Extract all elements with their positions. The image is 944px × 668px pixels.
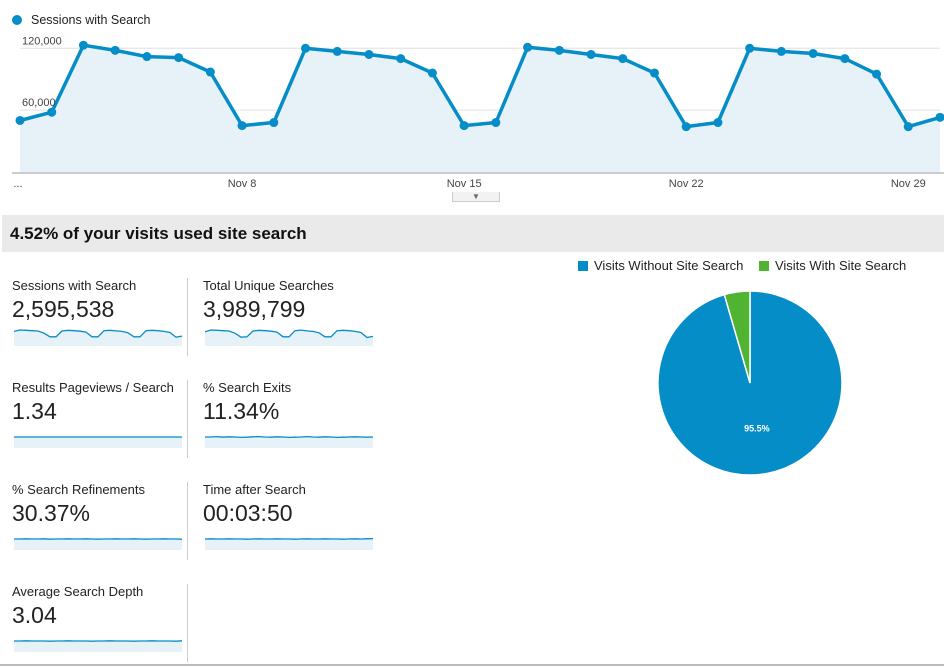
metric-label: Average Search Depth: [12, 584, 144, 599]
sparkline-area: [14, 538, 182, 550]
data-point-13[interactable]: [427, 68, 437, 78]
metric-value: 1.34: [12, 398, 57, 424]
pie-slice-1[interactable]: [723, 290, 751, 384]
data-point-5[interactable]: [174, 53, 184, 63]
legend-item-without-search[interactable]: Visits Without Site Search: [578, 258, 743, 273]
metric-sparkline: [205, 329, 373, 346]
data-point-19[interactable]: [618, 54, 628, 64]
data-point-20[interactable]: [649, 68, 659, 78]
metric-value: 2,595,538: [12, 296, 115, 322]
metric-label: % Search Refinements: [12, 482, 145, 497]
metric-label: Time after Search: [203, 482, 306, 497]
data-point-26[interactable]: [840, 54, 850, 64]
metric-sparkline: [14, 436, 182, 448]
metric-label: % Search Exits: [203, 380, 292, 395]
metric-value: 30.37%: [12, 500, 91, 526]
series-area-fill: [20, 45, 940, 173]
sparkline-area: [14, 330, 182, 346]
metric-label: Results Pageviews / Search: [12, 380, 174, 395]
sessions-line-chart: 120,000 60,000... Nov 8 Nov 15 Nov 22 Nov 29 S…: [12, 13, 944, 190]
bottom-divider: [0, 664, 944, 666]
sparkline-line: [14, 329, 182, 338]
data-point-7[interactable]: [237, 121, 247, 131]
data-point-29[interactable]: [935, 112, 944, 122]
data-point-2[interactable]: [78, 40, 88, 50]
pie-legend: Visits Without Site Search Visits With S…: [578, 258, 918, 273]
metric-sparkline: [205, 435, 373, 448]
series-line: [19, 43, 941, 129]
metric-value: 3,989,799: [203, 296, 306, 322]
data-point-1[interactable]: [47, 107, 57, 117]
sparkline-area: [14, 640, 182, 652]
legend-series-label[interactable]: Sessions with Search: [31, 13, 151, 27]
metric-sparkline: [14, 329, 182, 346]
data-point-12[interactable]: [396, 54, 406, 64]
metric-value: 3.04: [12, 602, 57, 628]
sparkline-line: [205, 537, 373, 540]
data-point-22[interactable]: [713, 118, 723, 128]
metric-sparkline: [14, 538, 182, 550]
data-point-15[interactable]: [491, 118, 501, 128]
metric-label: Total Unique Searches: [203, 278, 334, 293]
data-point-25[interactable]: [808, 48, 818, 58]
legend-dot: [12, 15, 22, 25]
x-tick-label: Nov 8: [228, 178, 257, 190]
legend-swatch: [758, 261, 769, 271]
x-tick-label: Nov 29: [891, 178, 926, 190]
data-point-3[interactable]: [110, 45, 120, 55]
data-point-6[interactable]: [205, 67, 215, 77]
x-tick-label: Nov 15: [447, 178, 482, 190]
sparkline-area: [205, 330, 373, 346]
sparkline-line: [205, 435, 373, 439]
metric-label: Sessions with Search: [12, 278, 137, 293]
data-point-14[interactable]: [459, 121, 469, 131]
metric-card[interactable]: Results Pageviews / Search 1.34: [12, 380, 188, 458]
sparkline-area: [205, 436, 373, 448]
site-search-pie-chart: 95.5%: [657, 290, 843, 476]
data-point-18[interactable]: [586, 49, 596, 59]
metric-sparkline: [205, 537, 373, 550]
data-point-28[interactable]: [903, 122, 913, 132]
data-point-8[interactable]: [269, 118, 279, 128]
legend-label: Visits Without Site Search: [594, 258, 744, 273]
x-tick-label: Nov 22: [669, 178, 704, 190]
metric-card[interactable]: % Search Refinements 30.37%: [12, 482, 188, 560]
legend-label: Visits With Site Search: [774, 258, 907, 273]
metric-card[interactable]: % Search Exits 11.34%: [203, 380, 379, 458]
pie-data-label: 95.5%: [744, 423, 770, 433]
data-point-21[interactable]: [681, 122, 691, 132]
data-point-10[interactable]: [332, 46, 342, 56]
sparkline-line: [205, 329, 373, 339]
sparkline-area: [14, 437, 182, 448]
data-point-11[interactable]: [364, 49, 374, 59]
metric-card[interactable]: Time after Search 00:03:50: [203, 482, 379, 560]
x-tick-label: ...: [13, 178, 22, 190]
metric-sparkline: [14, 640, 182, 652]
collapse-chart-handle[interactable]: ▼: [452, 192, 500, 202]
metric-value: 11.34%: [203, 398, 280, 424]
legend-item-with-search[interactable]: Visits With Site Search: [758, 258, 907, 273]
data-point-16[interactable]: [523, 42, 533, 52]
y-tick-label: 60,000: [22, 97, 56, 109]
sparkline-area: [205, 538, 373, 550]
data-point-23[interactable]: [745, 43, 755, 53]
y-tick-label: 120,000: [22, 35, 62, 47]
chevron-down-icon: ▼: [472, 192, 480, 201]
legend-swatch: [578, 261, 588, 271]
metric-card[interactable]: Sessions with Search 2,595,538: [12, 278, 188, 356]
metric-value: 00:03:50: [203, 500, 293, 526]
site-search-summary-header: 4.52% of your visits used site search: [2, 215, 944, 252]
data-point-9[interactable]: [301, 43, 311, 53]
data-point-4[interactable]: [142, 52, 152, 62]
data-point-27[interactable]: [872, 69, 882, 79]
summary-heading: 4.52% of your visits used site search: [10, 224, 307, 243]
metric-card[interactable]: Average Search Depth 3.04: [12, 584, 188, 662]
data-point-24[interactable]: [776, 46, 786, 56]
data-point-0[interactable]: [15, 115, 25, 125]
data-point-17[interactable]: [554, 45, 564, 55]
metric-card[interactable]: Total Unique Searches 3,989,799: [203, 278, 379, 356]
